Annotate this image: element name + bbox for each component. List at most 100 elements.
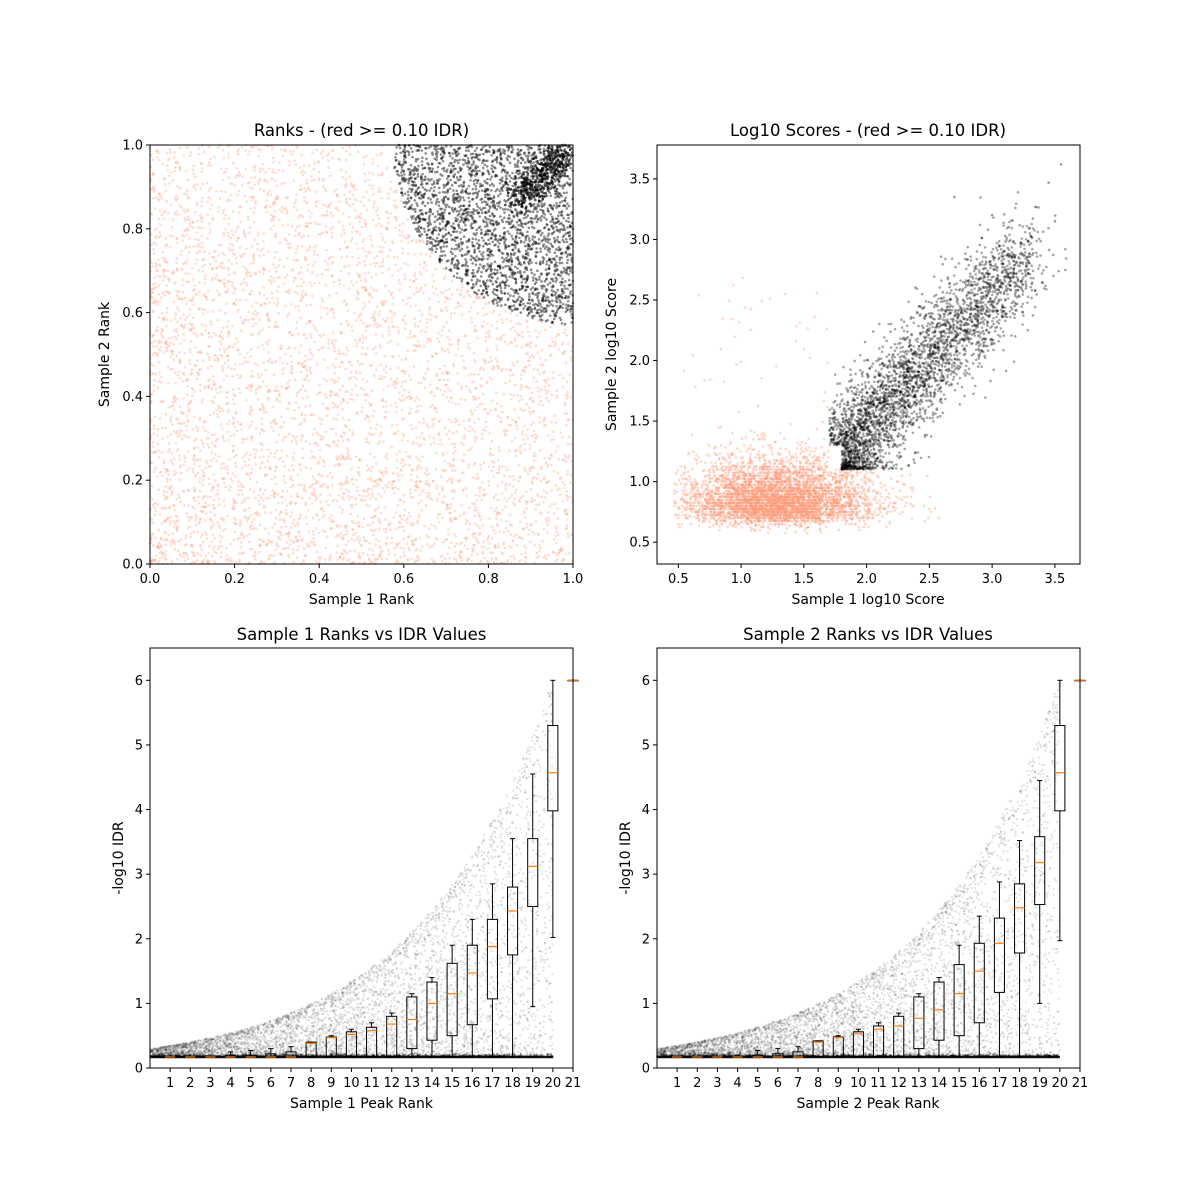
red-point <box>538 550 541 553</box>
red-point <box>278 514 281 517</box>
red-point <box>213 545 216 548</box>
red-point <box>481 437 484 440</box>
red-point <box>383 506 386 509</box>
red-point <box>555 389 558 392</box>
red-point <box>357 257 360 260</box>
red-point <box>399 468 402 471</box>
red-point <box>515 424 518 427</box>
red-point <box>286 490 289 493</box>
red-point <box>362 335 365 338</box>
red-point <box>214 250 217 253</box>
red-point <box>412 539 415 542</box>
red-point <box>511 440 514 443</box>
red-point <box>362 388 365 391</box>
red-point <box>357 535 360 538</box>
red-point <box>480 546 483 549</box>
red-point <box>168 174 171 177</box>
red-point <box>380 512 383 515</box>
red-point <box>301 484 304 487</box>
red-point <box>351 431 354 434</box>
red-point <box>349 197 352 200</box>
red-point <box>188 237 191 240</box>
red-point <box>297 474 300 477</box>
red-point <box>413 293 416 296</box>
red-point <box>362 196 365 199</box>
red-point <box>445 289 448 292</box>
red-point <box>330 514 333 517</box>
red-point <box>453 510 456 513</box>
red-point <box>410 473 413 476</box>
red-point <box>387 481 390 484</box>
red-point <box>326 210 329 213</box>
red-point <box>375 224 378 227</box>
red-point <box>158 471 161 474</box>
red-point <box>451 401 454 404</box>
red-point <box>475 499 478 502</box>
red-point <box>521 409 524 412</box>
red-point <box>541 349 544 352</box>
red-point <box>346 525 349 528</box>
red-point <box>181 284 184 287</box>
red-point <box>198 269 201 272</box>
red-point <box>242 281 245 284</box>
red-point <box>259 514 262 517</box>
red-point <box>437 513 440 516</box>
red-point <box>226 326 229 329</box>
red-point <box>300 439 303 442</box>
red-point <box>215 334 218 337</box>
red-point <box>251 524 254 527</box>
red-point <box>501 410 504 413</box>
red-point <box>353 375 356 378</box>
red-point <box>368 548 371 551</box>
red-point <box>307 509 310 512</box>
red-point <box>431 419 434 422</box>
red-point <box>272 215 275 218</box>
red-point <box>417 502 420 505</box>
red-point <box>267 390 270 393</box>
red-point <box>208 161 211 164</box>
red-point <box>343 482 346 485</box>
red-point <box>199 217 202 220</box>
red-point <box>291 440 294 443</box>
red-point <box>311 295 314 298</box>
red-point <box>213 473 216 476</box>
red-point <box>198 291 201 294</box>
red-point <box>395 546 398 549</box>
red-point <box>481 403 484 406</box>
red-point <box>317 434 320 437</box>
red-point <box>168 292 171 295</box>
red-point <box>317 161 320 164</box>
red-point <box>215 460 218 463</box>
red-point <box>555 552 558 555</box>
red-point <box>151 296 154 299</box>
red-point <box>213 457 216 460</box>
red-point <box>157 503 160 506</box>
red-point <box>201 534 204 537</box>
red-point <box>340 332 343 335</box>
red-point <box>400 240 403 243</box>
red-point <box>524 448 527 451</box>
red-point <box>174 396 177 399</box>
red-point <box>165 284 168 287</box>
red-point <box>361 240 364 243</box>
red-point <box>348 419 351 422</box>
red-point <box>333 347 336 350</box>
red-point <box>568 552 571 555</box>
black-point <box>497 205 500 208</box>
red-point <box>414 489 417 492</box>
red-point <box>329 228 332 231</box>
red-point <box>478 487 481 490</box>
red-point <box>438 420 441 423</box>
red-point <box>218 407 221 410</box>
red-point <box>219 309 222 312</box>
red-point <box>352 203 355 206</box>
red-point <box>478 527 481 530</box>
red-point <box>400 400 403 403</box>
red-point <box>391 303 394 306</box>
red-point <box>331 401 334 404</box>
red-point <box>313 261 316 264</box>
red-point <box>384 455 387 458</box>
red-point <box>286 274 289 277</box>
red-point <box>160 376 163 379</box>
red-point <box>525 319 528 322</box>
